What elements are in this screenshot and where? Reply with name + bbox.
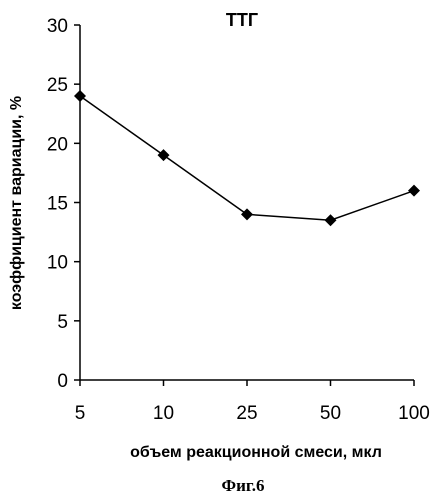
data-point-25 [241, 208, 253, 220]
data-point-50 [325, 214, 337, 226]
x-tick-label: 50 [320, 403, 341, 424]
x-axis: 5 10 25 50 100 [75, 380, 430, 424]
y-axis-label: коэффициент вариации, % [8, 96, 25, 310]
y-tick-label: 30 [47, 16, 68, 37]
x-tick-label: 100 [398, 403, 430, 424]
x-tick-label: 5 [75, 403, 86, 424]
x-tick-label: 25 [236, 403, 257, 424]
x-axis-label: объем реакционной смеси, мкл [130, 444, 382, 461]
chart-title: ТТГ [226, 10, 258, 30]
y-tick-label: 25 [47, 75, 68, 96]
y-tick-label: 0 [57, 371, 68, 392]
y-tick-label: 15 [47, 194, 68, 215]
figure-caption: Фиг.6 [222, 476, 265, 495]
series-line [80, 96, 414, 220]
y-tick-label: 5 [57, 312, 68, 333]
y-axis: 0 5 10 15 20 25 30 [47, 16, 80, 392]
y-tick-label: 20 [47, 134, 68, 155]
y-tick-label: 10 [47, 253, 68, 274]
data-point-5 [74, 90, 86, 102]
data-point-100 [408, 185, 420, 197]
series-layer [74, 90, 420, 226]
data-point-10 [158, 149, 170, 161]
x-tick-label: 10 [153, 403, 174, 424]
